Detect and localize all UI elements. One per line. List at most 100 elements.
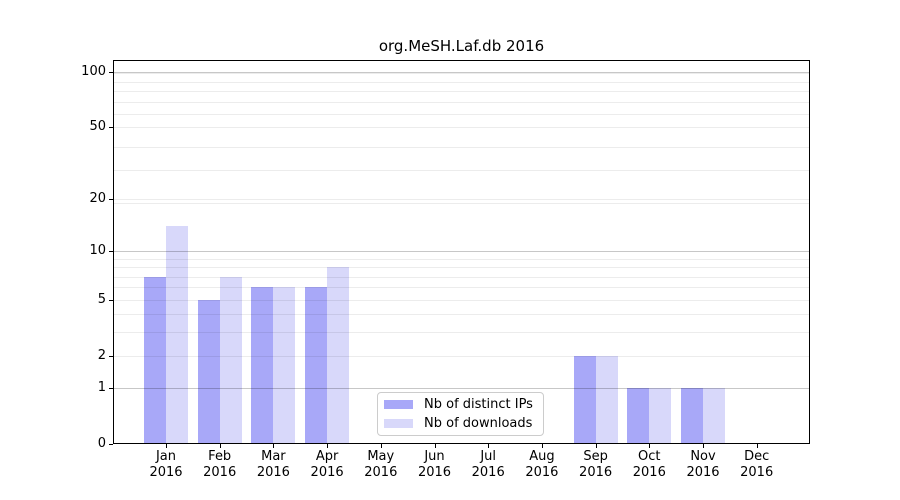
y-tick-label: 100: [81, 64, 106, 80]
y-tick-mark: [109, 388, 113, 390]
gridline: [113, 287, 810, 289]
x-tick-label: Apr 2016: [297, 449, 357, 481]
x-tick-year: 2016: [471, 465, 505, 480]
plot-area: [113, 60, 810, 444]
x-tick-year: 2016: [579, 465, 613, 480]
gridline: [113, 332, 810, 334]
x-tick-label: May 2016: [351, 449, 411, 481]
x-tick-mark: [273, 444, 275, 448]
x-tick-year: 2016: [417, 465, 452, 480]
bar-nov-distinct-ips: [681, 388, 703, 444]
gridline: [113, 299, 810, 301]
x-tick-label: Jul 2016: [458, 449, 518, 481]
bar-oct-downloads: [649, 388, 672, 444]
y-tick-mark: [109, 444, 113, 445]
bar-mar-distinct-ips: [251, 287, 274, 444]
x-tick-year: 2016: [203, 465, 237, 480]
x-tick-mark: [488, 444, 490, 448]
gridline: [113, 314, 810, 316]
y-tick-mark: [109, 127, 113, 129]
x-tick-month: Jul: [480, 449, 497, 464]
y-tick-mark: [109, 72, 113, 74]
bar-feb-distinct-ips: [197, 299, 220, 444]
gridline: [113, 202, 810, 204]
gridline: [113, 146, 810, 148]
x-tick-mark: [649, 444, 651, 448]
gridline: [113, 355, 810, 357]
bar-oct-distinct-ips: [627, 388, 650, 444]
x-tick-mark: [434, 444, 436, 448]
bar-feb-downloads: [219, 276, 242, 444]
x-tick-month: Nov: [690, 449, 716, 464]
x-tick-month: Sep: [583, 449, 608, 464]
bar-jan-distinct-ips: [144, 276, 166, 444]
x-tick-mark: [595, 444, 597, 448]
bar-apr-distinct-ips: [305, 287, 328, 444]
gridline: [113, 72, 810, 74]
bar-sep-downloads: [595, 355, 618, 444]
y-tick-label: 20: [89, 190, 106, 206]
bar-sep-distinct-ips: [573, 355, 596, 444]
y-tick-mark: [109, 355, 113, 357]
legend-swatch-distinct-ips: [384, 400, 413, 409]
legend-label-distinct-ips: Nb of distinct IPs: [424, 397, 533, 412]
x-tick-year: 2016: [740, 465, 774, 480]
legend-row: Nb of distinct IPs: [384, 397, 543, 413]
x-tick-label: Jun 2016: [405, 449, 465, 481]
legend-swatch-downloads: [384, 419, 413, 428]
x-tick-month: Jan: [155, 449, 177, 464]
x-tick-month: Apr: [315, 449, 339, 464]
x-tick-year: 2016: [632, 465, 666, 480]
x-tick-mark: [166, 444, 167, 448]
y-tick-mark: [109, 198, 113, 200]
legend-row: Nb of downloads: [384, 416, 543, 432]
legend-label-downloads: Nb of downloads: [424, 416, 533, 431]
chart-title: org.MeSH.Laf.db 2016: [378, 37, 545, 55]
gridline: [113, 127, 810, 129]
gridline: [113, 276, 810, 278]
gridline: [113, 91, 810, 93]
gridline: [113, 81, 810, 83]
x-tick-label: Mar 2016: [243, 449, 303, 481]
x-tick-label: Nov 2016: [673, 449, 733, 481]
gridline: [113, 198, 810, 200]
x-tick-month: Jun: [424, 449, 445, 464]
gridline: [113, 101, 810, 103]
x-tick-month: Feb: [208, 449, 232, 464]
y-tick-label: 2: [97, 347, 106, 363]
x-tick-label: Feb 2016: [190, 449, 250, 481]
x-tick-label: Jan 2016: [136, 449, 196, 481]
y-tick-label: 1: [97, 380, 106, 396]
x-tick-label: Oct 2016: [619, 449, 679, 481]
x-tick-mark: [380, 444, 382, 448]
y-tick-label: 0: [97, 436, 106, 451]
x-tick-month: Oct: [638, 449, 661, 464]
x-tick-month: May: [367, 449, 395, 464]
x-tick-label: Dec 2016: [727, 449, 787, 481]
bar-nov-downloads: [703, 388, 725, 444]
x-tick-month: Dec: [744, 449, 770, 464]
x-tick-month: Aug: [529, 449, 555, 464]
y-tick-label: 50: [89, 119, 106, 135]
x-tick-year: 2016: [364, 465, 398, 480]
x-tick-year: 2016: [256, 465, 290, 480]
gridline: [113, 250, 810, 252]
y-tick-mark: [109, 250, 113, 252]
x-tick-mark: [756, 444, 758, 448]
gridline: [113, 267, 810, 269]
x-tick-year: 2016: [525, 465, 559, 480]
gridline: [113, 114, 810, 116]
y-tick-label: 10: [89, 242, 106, 258]
x-tick-mark: [703, 444, 704, 448]
x-tick-mark: [327, 444, 329, 448]
y-tick-label: 5: [97, 291, 106, 307]
bar-mar-downloads: [273, 287, 296, 444]
gridline: [113, 170, 810, 172]
y-tick-mark: [109, 299, 113, 301]
x-tick-mark: [541, 444, 543, 448]
x-tick-mark: [219, 444, 221, 448]
x-tick-year: 2016: [310, 465, 344, 480]
x-tick-month: Mar: [261, 449, 286, 464]
x-tick-label: Aug 2016: [512, 449, 572, 481]
